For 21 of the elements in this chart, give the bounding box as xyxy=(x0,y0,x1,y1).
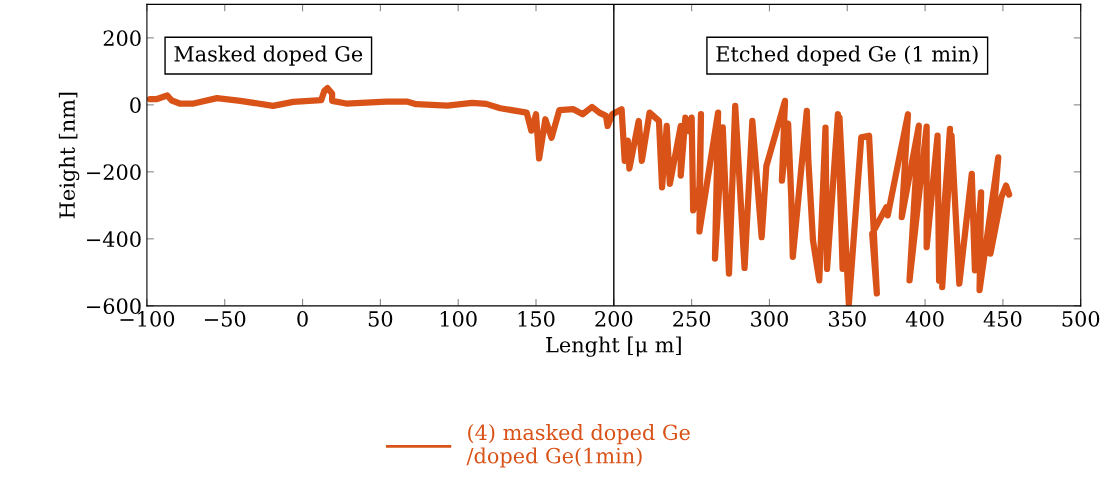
annotation: Masked doped Ge xyxy=(174,45,363,66)
x-tick-label: 0 xyxy=(297,311,308,327)
legend-label: (4) masked doped Ge /doped Ge(1min) xyxy=(466,424,690,468)
x-tick-label: 200 xyxy=(595,311,633,327)
x-tick-label: 100 xyxy=(440,311,477,327)
x-tick-label: 450 xyxy=(983,311,1022,327)
x-tick-label: 250 xyxy=(673,311,711,327)
x-tick-label: 150 xyxy=(518,311,555,327)
y-tick-label: −200 xyxy=(87,164,141,181)
annotation: Etched doped Ge (1 min) xyxy=(716,45,978,66)
x-tick-label: 350 xyxy=(828,311,866,327)
x-tick-label: 300 xyxy=(751,311,788,327)
x-axis-title: Lenght [μ m] xyxy=(546,336,681,357)
y-tick-label: 0 xyxy=(130,97,141,114)
x-tick-label: −50 xyxy=(204,311,246,327)
x-tick-label: 500 xyxy=(1062,311,1100,327)
y-tick-label: 200 xyxy=(103,30,141,47)
y-axis-title: Height [nm] xyxy=(58,92,80,219)
x-tick-label: 50 xyxy=(368,311,393,327)
x-tick-label: 400 xyxy=(905,311,944,327)
y-tick-label: −400 xyxy=(87,231,141,248)
